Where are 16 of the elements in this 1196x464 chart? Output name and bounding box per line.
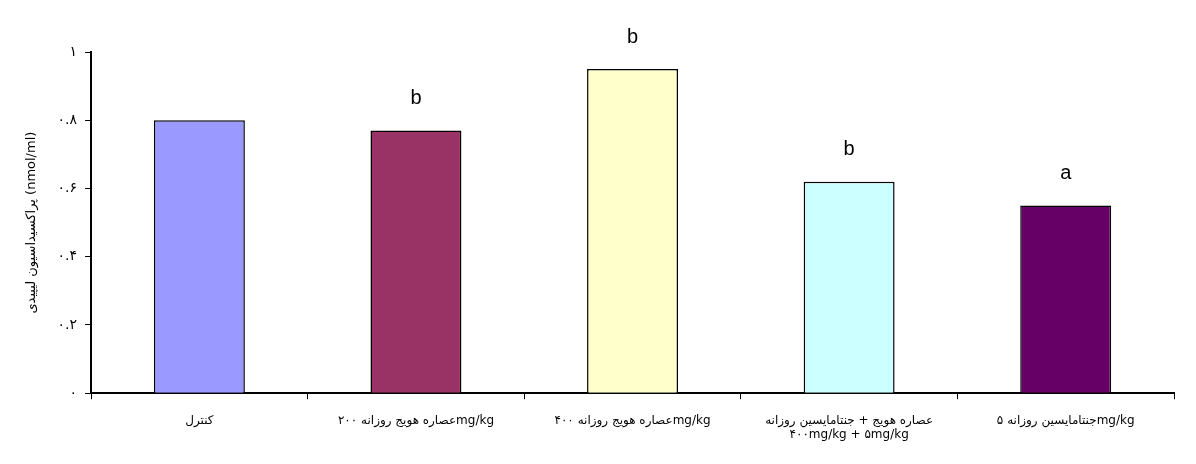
y-tick-label: ۰.۸ xyxy=(57,110,78,127)
annotation: b xyxy=(626,24,639,47)
x-tick-label: عصاره هویج + جنتامایسین روزانه ۴۰۰mg/kg + ۵mg/kg xyxy=(765,412,934,441)
y-axis-title: پراکسیداسیون لیپیدی (nmol/ml) xyxy=(23,131,40,314)
y-tick-label: ۰.۲ xyxy=(57,315,78,332)
y-tick-label: ۰.۶ xyxy=(57,179,78,196)
y-tick-label: ۰.۴ xyxy=(57,247,78,264)
annotation: b xyxy=(410,85,422,108)
x-tick-label: جنتامایسین روزانه ۵mg/kg xyxy=(996,412,1135,428)
annotation: b xyxy=(843,137,855,160)
x-tick-label: کنترل xyxy=(185,412,214,428)
y-tick-label: ۱ xyxy=(69,42,78,59)
x-tick-label: عصاره هویج روزانه ۲۰۰mg/kg xyxy=(337,412,495,428)
x-tick-label: عصاره هویج روزانه ۴۰۰mg/kg xyxy=(554,412,711,428)
y-tick-label: ۰ xyxy=(69,383,78,400)
annotation: a xyxy=(1060,161,1073,184)
